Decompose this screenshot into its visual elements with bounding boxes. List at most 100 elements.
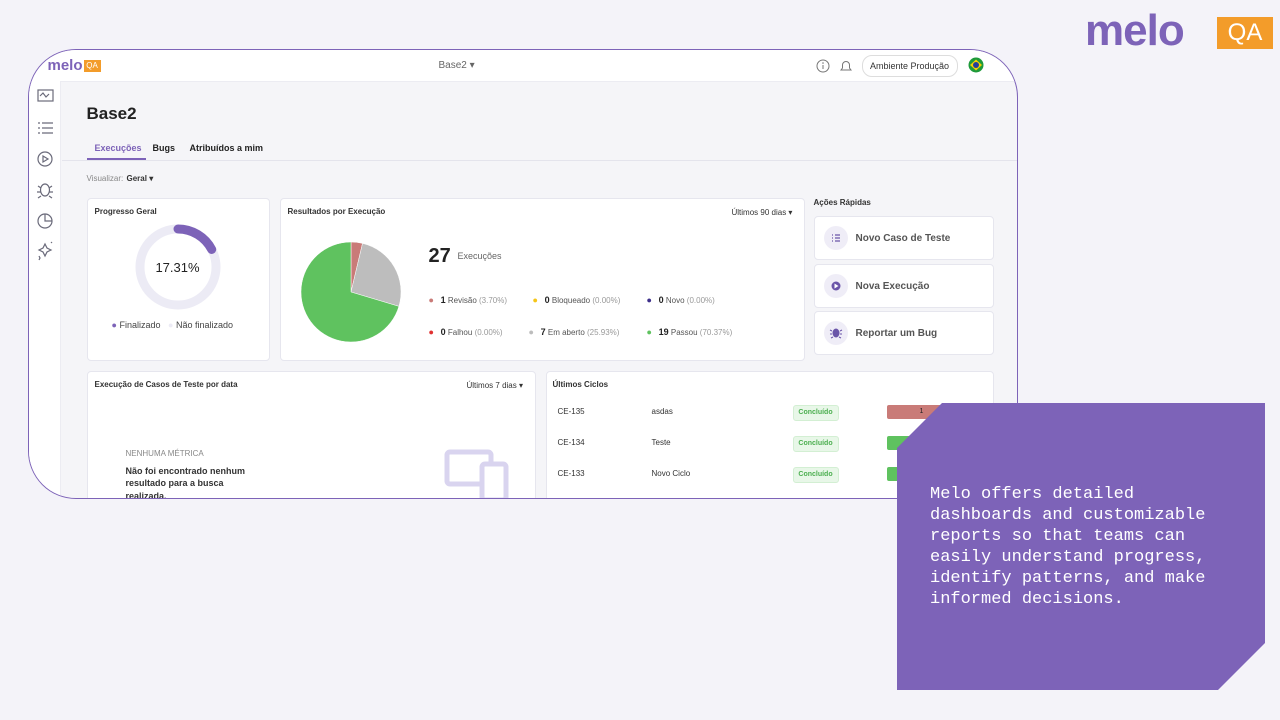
results-period[interactable]: Últimos 90 dias ▾	[731, 207, 793, 217]
cycle-status: Concluído	[792, 466, 839, 483]
empty-title: NENHUMA MÉTRICA	[125, 448, 204, 458]
quick-action[interactable]: Reportar um Bug	[813, 310, 994, 355]
tab[interactable]: Bugs	[152, 142, 176, 153]
callout-shape	[897, 403, 1265, 690]
quick-action-label: Nova Execução	[855, 280, 930, 292]
legend-unfinished: Não finalizado	[175, 319, 233, 330]
progress-legend: ● Finalizado ● Não finalizado	[111, 319, 234, 330]
topbar-icons	[816, 59, 852, 72]
topbar	[29, 50, 1017, 82]
legend-item: ● 0 Novo (0.00%)	[647, 295, 715, 305]
tab[interactable]: Atribuídos a mim	[189, 142, 264, 153]
quick-action[interactable]: Novo Caso de Teste	[813, 215, 994, 260]
legend-name: Novo	[665, 295, 685, 305]
legend-count: 0	[440, 326, 446, 337]
cycle-status: Concluído	[792, 435, 839, 452]
quick-action-label: Novo Caso de Teste	[855, 232, 951, 244]
callout-text: Melo offers detailed dashboards and cust…	[930, 485, 1206, 609]
executions-period[interactable]: Últimos 7 dias ▾	[466, 380, 524, 390]
quick-action[interactable]: Nova Execução	[813, 263, 994, 308]
legend-count: 7	[540, 326, 546, 337]
cycle-name: Novo Ciclo	[651, 468, 691, 478]
cycle-name: Teste	[651, 437, 671, 447]
results-total-label: Execuções	[457, 250, 502, 261]
empty-icon	[444, 449, 508, 498]
legend-item: ● 0 Bloqueado (0.00%)	[533, 295, 621, 305]
progress-title: Progresso Geral	[94, 206, 157, 216]
project-name: Base2	[438, 59, 467, 71]
quick-action-icon	[823, 273, 848, 298]
legend-dot: ●	[532, 294, 538, 305]
executions-title: Execução de Casos de Teste por data	[94, 379, 238, 389]
results-title: Resultados por Execução	[287, 206, 386, 216]
progress-label: 17.31%	[155, 259, 200, 275]
environment-button[interactable]: Ambiente Produção	[861, 54, 958, 77]
cycle-id: CE-134	[557, 437, 585, 447]
quick-action-icon	[823, 320, 848, 345]
results-pie	[300, 241, 401, 342]
legend-dot: ●	[646, 326, 652, 337]
legend-item: ● 1 Revisão (3.70%)	[429, 295, 508, 305]
app-logo: melo	[47, 56, 83, 74]
legend-share: (0.00%)	[474, 327, 503, 337]
pie-slice	[350, 242, 401, 307]
legend-name: Falhou	[447, 327, 473, 337]
environment: Ambiente Produção	[869, 60, 950, 71]
quick-actions-title: Ações Rápidas	[813, 197, 871, 207]
legend-share: (0.00%)	[686, 295, 715, 305]
tab[interactable]: Execuções	[94, 142, 142, 153]
executions-card	[86, 370, 536, 498]
project-select[interactable]: Base2 ▾	[438, 59, 475, 71]
cycle-status: Concluído	[792, 404, 839, 421]
legend-dot: ●	[428, 326, 434, 337]
view-label: Visualizar:	[86, 173, 124, 183]
page-title: Base2	[86, 103, 137, 123]
results-total: 27	[428, 244, 451, 267]
executions-period-text: Últimos 7 dias	[466, 380, 517, 390]
empty-text: Não foi encontrado nenhum resultado para…	[125, 465, 246, 499]
legend-count: 0	[544, 294, 550, 305]
legend-share: (25.93%)	[587, 327, 620, 337]
tab-underline	[86, 157, 146, 160]
legend-dot: ●	[528, 326, 534, 337]
tabs-divider	[61, 159, 1017, 161]
legend-item: ● 19 Passou (70.37%)	[647, 327, 733, 337]
cycle-result-count: 1	[919, 407, 924, 415]
sidebar	[29, 80, 61, 498]
legend-share: (0.00%)	[592, 295, 621, 305]
pie-slice	[300, 241, 399, 342]
legend-share: (3.70%)	[479, 295, 508, 305]
legend-item: ● 0 Falhou (0.00%)	[429, 327, 503, 337]
view-value: Geral	[126, 173, 147, 183]
brand-badge: QA	[1217, 17, 1273, 49]
donut-arc	[135, 224, 220, 309]
legend-dot: ●	[646, 294, 652, 305]
legend-name: Passou	[670, 327, 698, 337]
results-period-text: Últimos 90 dias	[731, 207, 787, 217]
legend-name: Bloqueado	[551, 295, 591, 305]
cycle-name: asdas	[651, 406, 673, 416]
quick-action-icon	[823, 225, 848, 250]
cycle-id: CE-133	[557, 468, 585, 478]
cycles-title: Últimos Ciclos	[552, 379, 609, 389]
view-select[interactable]: Geral ▾	[126, 173, 154, 183]
app-badge: QA	[83, 59, 101, 72]
legend-count: 0	[658, 294, 664, 305]
cycle-id: CE-135	[557, 406, 585, 416]
brand-logo: melo	[1085, 6, 1185, 55]
legend-name: Revisão	[447, 295, 477, 305]
legend-item: ● 7 Em aberto (25.93%)	[529, 327, 620, 337]
sidebar-icons[interactable]	[34, 86, 58, 266]
app: melo QA Base2 ▾ Ambiente Produção Base2 …	[29, 50, 1017, 499]
progress-donut	[135, 224, 220, 309]
legend-share: (70.37%)	[699, 327, 733, 337]
browser-frame: melo QA Base2 ▾ Ambiente Produção Base2 …	[28, 49, 1018, 499]
legend-count: 19	[658, 326, 669, 337]
legend-dot: ●	[428, 294, 434, 305]
legend-finished: Finalizado	[119, 319, 161, 330]
quick-action-label: Reportar um Bug	[855, 327, 938, 339]
legend-count: 1	[440, 294, 446, 305]
legend-name: Em aberto	[547, 327, 585, 337]
flag	[968, 57, 983, 72]
